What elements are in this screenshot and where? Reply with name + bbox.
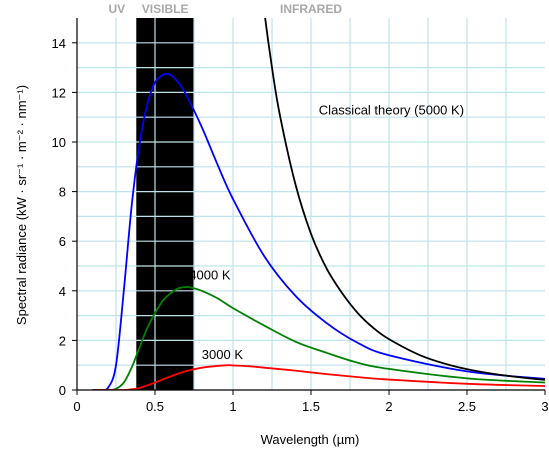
y-tick-label: 10 xyxy=(52,135,66,150)
x-tick-label: 1.5 xyxy=(302,399,320,414)
region-label-uv: UV xyxy=(108,2,125,16)
y-tick-label: 8 xyxy=(59,185,66,200)
x-tick-label: 2.5 xyxy=(458,399,476,414)
grid-lines xyxy=(77,18,545,390)
curve-annotation: 3000 K xyxy=(202,347,244,362)
region-label-infrared: INFRARED xyxy=(280,2,342,16)
x-tick-label: 2 xyxy=(385,399,392,414)
x-tick-label: 0.5 xyxy=(146,399,164,414)
curve-annotation: 4000 K xyxy=(189,268,231,283)
y-tick-label: 14 xyxy=(52,36,66,51)
band-visible xyxy=(136,18,194,390)
y-tick-label: 0 xyxy=(59,383,66,398)
y-axis-ticks: 0 2 4 6 8 10 12 14 xyxy=(52,36,77,398)
x-tick-label: 1 xyxy=(229,399,236,414)
x-tick-label: 0 xyxy=(73,399,80,414)
region-labels: UV VISIBLE INFRARED xyxy=(108,2,342,16)
y-tick-label: 2 xyxy=(59,333,66,348)
y-tick-label: 12 xyxy=(52,85,66,100)
y-tick-label: 4 xyxy=(59,284,66,299)
spectral-bands xyxy=(136,18,194,390)
series-classical-line xyxy=(264,18,545,381)
region-label-visible: VISIBLE xyxy=(142,2,189,16)
x-tick-label: 3 xyxy=(541,399,548,414)
series-3000k-line xyxy=(92,364,545,390)
curve-annotation: Classical theory (5000 K) xyxy=(319,103,464,118)
annotations: Classical theory (5000 K) 4000 K 3000 K xyxy=(189,103,464,362)
x-axis-label: Wavelength (µm) xyxy=(261,432,360,447)
y-tick-label: 6 xyxy=(59,234,66,249)
series-layer xyxy=(92,18,545,390)
series-4000k-line xyxy=(92,286,545,390)
y-axis-label: Spectral radiance (kW · sr⁻¹ · m⁻² · nm⁻… xyxy=(14,85,29,325)
x-axis-ticks: 0 0.5 1 1.5 2 2.5 3 xyxy=(73,390,549,414)
series-5000k-line xyxy=(92,72,545,390)
